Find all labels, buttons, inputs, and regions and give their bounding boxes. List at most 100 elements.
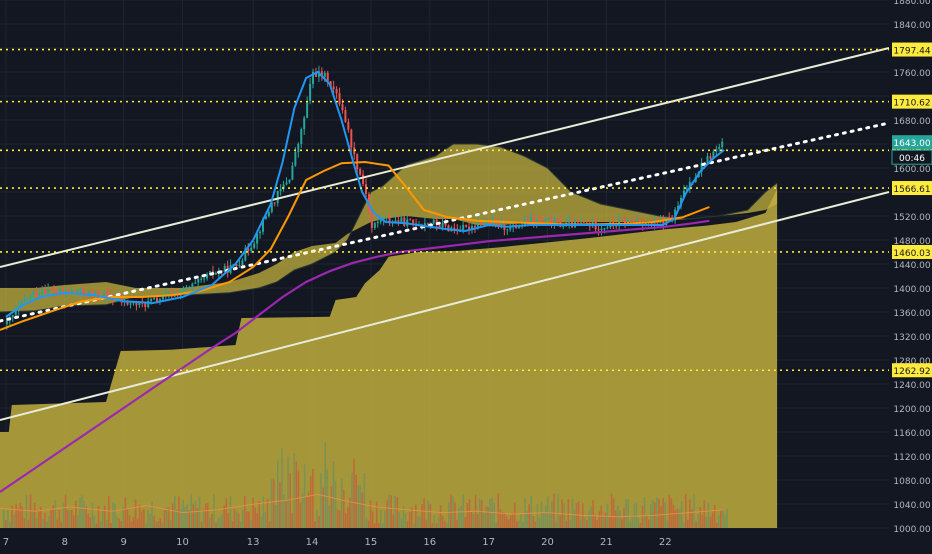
volume-bar [353,458,355,528]
volume-bar [281,448,283,528]
volume-bar [114,503,116,528]
candle-body [11,315,14,318]
volume-bar [338,510,341,528]
volume-bar [460,505,462,528]
volume-bar [641,505,644,528]
candle-body [635,221,638,223]
candle-body [403,217,406,226]
volume-bar [695,520,697,528]
y-tick-label: 1040.00 [893,501,930,511]
volume-bar [384,510,386,528]
volume-bar [722,509,724,528]
volume-bar [713,504,716,528]
candle-timer-bg [891,149,932,165]
candle-body [320,71,323,77]
volume-bar [79,497,81,528]
volume-bar [295,461,298,528]
candle-body [58,289,61,294]
volume-bar [62,502,65,528]
candle-body [247,248,250,252]
candle-body [677,206,680,210]
candle-body [432,219,435,224]
volume-bar [227,513,230,528]
volume-bar [528,504,530,528]
volume-bar [266,499,269,528]
volume-bar [717,515,720,528]
volume-bar [472,514,475,528]
volume-bar [485,506,487,528]
volume-bar [239,521,242,528]
y-tick-label: 1160.00 [893,429,930,439]
volume-bar [23,518,26,528]
volume-bar [182,499,184,528]
candle-body [270,202,273,212]
volume-bar [141,511,143,528]
candle-body [700,162,703,172]
channel-upper-line[interactable] [0,47,890,268]
level-label: 1710.62 [893,99,930,109]
candle-body [465,225,468,227]
volume-bar [48,516,50,528]
candle-body [61,289,64,293]
volume-bar [386,500,388,528]
channel-lower-line[interactable] [0,191,890,421]
volume-bar [235,511,238,528]
volume-bar [470,511,473,528]
volume-bar [151,501,153,528]
volume-bar [167,507,170,528]
volume-bar [388,494,390,528]
volume-bar [289,473,291,528]
y-tick-label: 1200.00 [893,405,930,415]
y-tick-label: 1680.00 [893,117,930,127]
channel-mid-dotted-line[interactable] [0,121,891,323]
volume-bar [184,507,186,528]
volume-bar [520,513,522,528]
volume-bar [584,517,586,528]
volume-bar [60,522,63,528]
volume-bar [575,502,578,528]
volume-bar [660,506,662,528]
candle-body [423,223,426,226]
candle-body [585,222,588,224]
volume-bar [652,500,654,528]
candle-body [206,274,209,279]
candle-body [267,211,270,217]
volume-bar [268,521,271,528]
volume-bar [91,502,94,528]
volume-bar [2,508,5,528]
volume-bar [21,506,24,528]
volume-bar [58,509,61,528]
volume-bar [538,517,541,528]
candle-body [312,71,315,84]
volume-bar [612,498,615,528]
level-label-bg [892,181,932,196]
current-price-tag-bg [892,135,932,150]
volume-bar [11,505,13,528]
x-tick-label: 22 [659,537,672,548]
volume-bar [93,515,96,528]
candle-body [388,217,391,223]
volume-bar [392,514,394,528]
volume-bar [707,502,710,528]
candle-body [624,220,627,225]
volume-bar [516,521,518,528]
volume-bar [124,497,127,528]
volume-bar [625,499,627,528]
volume-bar [608,517,611,528]
candle-body [550,218,553,226]
volume-bar [312,468,314,528]
volume-bar [351,472,353,528]
volume-bar [602,516,605,528]
volume-bar [524,497,526,528]
candle-body [662,220,665,226]
candle-body [629,220,632,222]
volume-bar [619,510,621,528]
candle-body [597,229,600,231]
indicator-lines [0,47,891,493]
volume-bar [621,518,623,528]
candle-body [606,227,609,229]
volume-bar [336,509,339,528]
volume-bar [417,516,419,528]
